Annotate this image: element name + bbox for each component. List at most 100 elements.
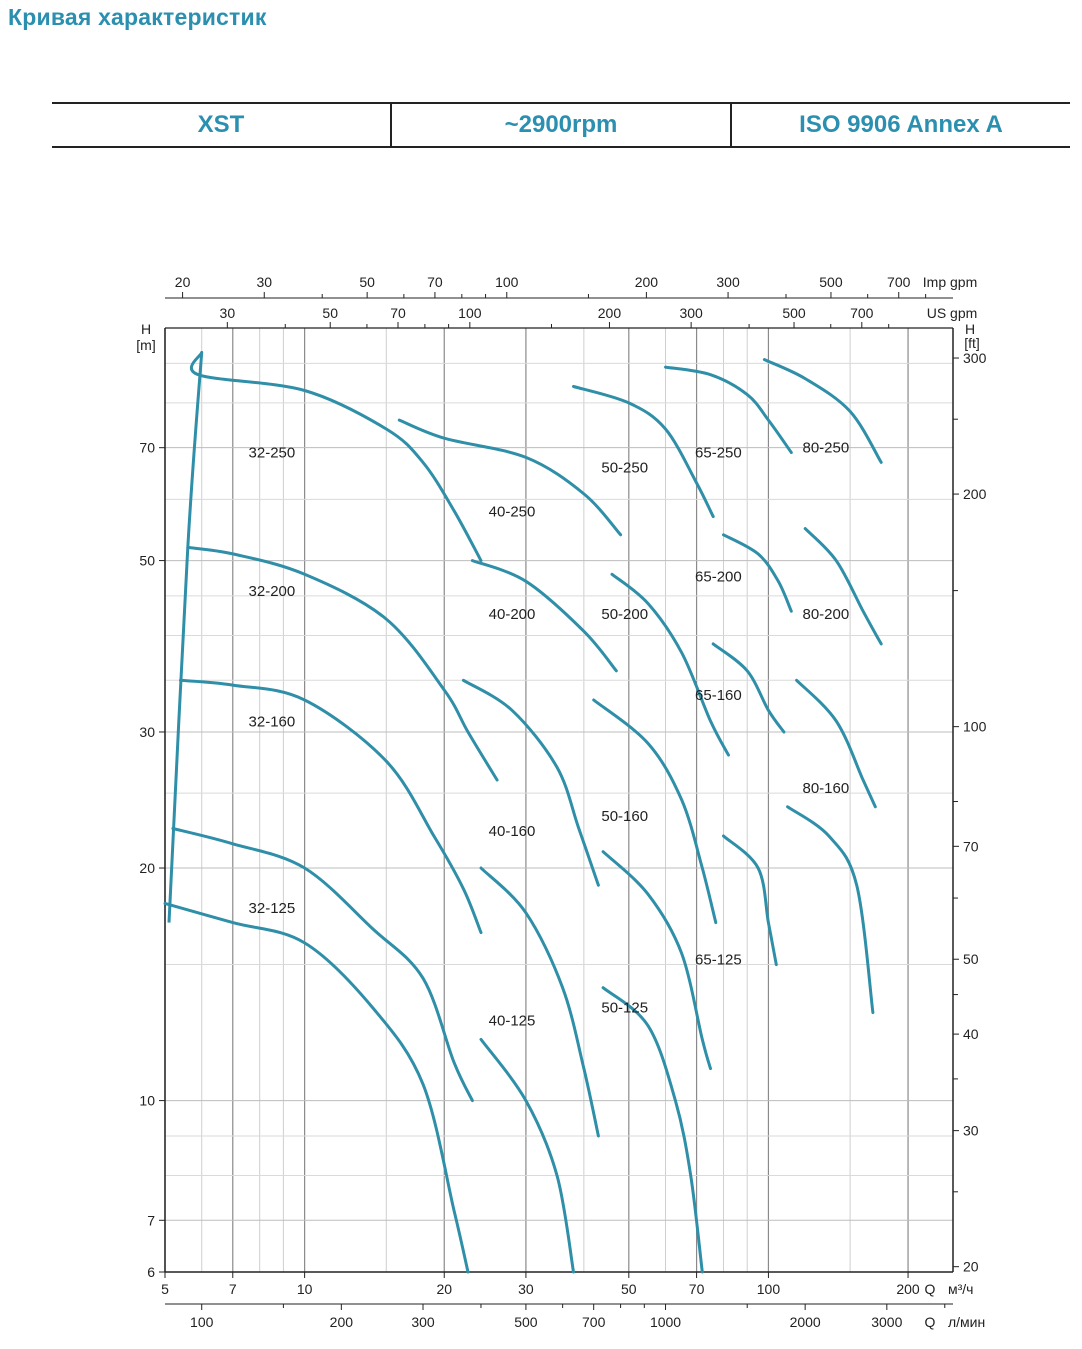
- curve-32-250: [190, 350, 483, 563]
- curve-label-40-125: 40-125: [489, 1013, 536, 1030]
- tick-label-top-imp: 300: [716, 274, 740, 290]
- curve-label-40-200: 40-200: [489, 606, 536, 623]
- curve-label-80-250: 80-250: [803, 440, 850, 457]
- tick-label-bottom-secondary: 700: [582, 1314, 606, 1330]
- spec-bar: XST ~2900rpm ISO 9906 Annex A: [52, 102, 1070, 148]
- tick-label-left: 7: [147, 1212, 155, 1228]
- tick-label-top-imp: 70: [427, 274, 443, 290]
- tick-label-right: 300: [963, 350, 987, 366]
- tick-label-bottom-secondary: 2000: [790, 1314, 821, 1330]
- curve-label-80-160: 80-160: [803, 780, 850, 797]
- tick-label-top-imp: 500: [819, 274, 843, 290]
- axis-q-bottom-secondary: Q: [925, 1314, 936, 1330]
- tick-label-bottom-secondary: 200: [330, 1314, 354, 1330]
- page-title: Кривая характеристик: [8, 4, 267, 30]
- tick-label-right: 200: [963, 486, 987, 502]
- curve-50-250: [572, 385, 715, 519]
- tick-label-top-us: 300: [679, 305, 703, 321]
- tick-label-top-imp: 100: [495, 274, 519, 290]
- axis-unit-top-imp: Imp gpm: [923, 274, 977, 290]
- curve-50-200: [610, 572, 730, 757]
- tick-label-top-us: 500: [782, 305, 806, 321]
- tick-label-left: 30: [139, 724, 155, 740]
- tick-label-bottom: 7: [229, 1281, 237, 1297]
- curve-65-125: [722, 834, 778, 967]
- curve-40-105: [479, 1037, 575, 1274]
- curve-label-32-160: 32-160: [249, 713, 296, 730]
- curve-50-160: [592, 698, 718, 925]
- tick-label-top-imp: 30: [256, 274, 272, 290]
- tick-label-top-us: 100: [458, 305, 482, 321]
- tick-label-bottom-secondary: 300: [411, 1314, 435, 1330]
- tick-label-bottom-secondary: 3000: [871, 1314, 902, 1330]
- axis-unit-top-us: US gpm: [927, 305, 978, 321]
- tick-label-bottom: 5: [161, 1281, 169, 1297]
- curve-32-125: [171, 827, 474, 1103]
- tick-label-top-us: 700: [850, 305, 874, 321]
- curve-label-65-160: 65-160: [695, 687, 742, 704]
- axis-unit-bottom-secondary: л/мин: [948, 1314, 985, 1330]
- tick-label-right: 50: [963, 951, 979, 967]
- curve-80-200: [803, 527, 883, 646]
- curve-label-50-200: 50-200: [601, 606, 648, 623]
- pump-curves: [163, 350, 883, 1274]
- curve-label-32-125: 32-125: [249, 900, 296, 917]
- tick-label-bottom-secondary: 1000: [650, 1314, 681, 1330]
- chart-axes: 671020305070H[m]2030405070100200300H[ft]…: [136, 274, 986, 1330]
- chart-grid: [164, 328, 953, 1273]
- curve-32-105: [163, 901, 470, 1274]
- curve-label-65-200: 65-200: [695, 568, 742, 585]
- tick-label-right: 100: [963, 719, 987, 735]
- curve-65-250: [664, 365, 793, 454]
- tick-label-right: 40: [963, 1026, 979, 1042]
- spec-series: XST: [52, 104, 392, 146]
- tick-label-right: 20: [963, 1259, 979, 1275]
- tick-label-bottom: 50: [621, 1281, 637, 1297]
- tick-label-bottom-secondary: 100: [190, 1314, 214, 1330]
- axis-title-right: H: [965, 321, 975, 337]
- curve-label-40-250: 40-250: [489, 504, 536, 521]
- tick-label-bottom: 20: [436, 1281, 452, 1297]
- curve-40-125: [479, 866, 600, 1138]
- axis-unit-right: [ft]: [964, 335, 980, 351]
- axis-title-left: H: [141, 321, 151, 337]
- tick-label-top-imp: 200: [635, 274, 659, 290]
- curve-40-160: [461, 678, 600, 887]
- curve-label-65-125: 65-125: [695, 952, 742, 969]
- tick-label-top-imp: 700: [887, 274, 911, 290]
- axis-unit-bottom: м³/ч: [948, 1281, 973, 1297]
- tick-label-top-us: 200: [598, 305, 622, 321]
- tick-label-left: 6: [147, 1264, 155, 1280]
- curve-boundary-32-250: [167, 352, 204, 923]
- tick-label-left: 20: [139, 860, 155, 876]
- curve-80-160: [795, 678, 877, 809]
- tick-label-top-us: 50: [322, 305, 338, 321]
- tick-label-top-us: 70: [390, 305, 406, 321]
- curve-65-160: [711, 642, 786, 734]
- curve-label-50-125: 50-125: [601, 1000, 648, 1017]
- tick-label-top-imp: 50: [359, 274, 375, 290]
- tick-label-left: 10: [139, 1093, 155, 1109]
- curve-50-105: [601, 986, 704, 1274]
- curve-labels: 32-250 32-200 32-160 32-125 40-250 40-200 40-1…: [249, 440, 850, 1030]
- curve-40-200: [470, 559, 618, 673]
- tick-label-top-us: 30: [220, 305, 236, 321]
- axis-q-bottom: Q: [925, 1281, 936, 1297]
- curve-32-160: [179, 678, 483, 935]
- curve-label-65-250: 65-250: [695, 444, 742, 461]
- tick-label-right: 70: [963, 838, 979, 854]
- tick-label-bottom-secondary: 500: [514, 1314, 538, 1330]
- curve-80-125: [786, 805, 875, 1015]
- tick-label-left: 70: [139, 440, 155, 456]
- curve-label-50-160: 50-160: [601, 808, 648, 825]
- curve-label-80-200: 80-200: [803, 606, 850, 623]
- tick-label-bottom: 70: [689, 1281, 705, 1297]
- curve-label-50-250: 50-250: [601, 460, 648, 477]
- spec-speed: ~2900rpm: [392, 104, 732, 146]
- axis-unit-left: [m]: [136, 337, 155, 353]
- tick-label-bottom: 10: [297, 1281, 313, 1297]
- tick-label-bottom: 200: [896, 1281, 920, 1297]
- tick-label-bottom: 100: [757, 1281, 781, 1297]
- curve-50-125: [601, 850, 712, 1071]
